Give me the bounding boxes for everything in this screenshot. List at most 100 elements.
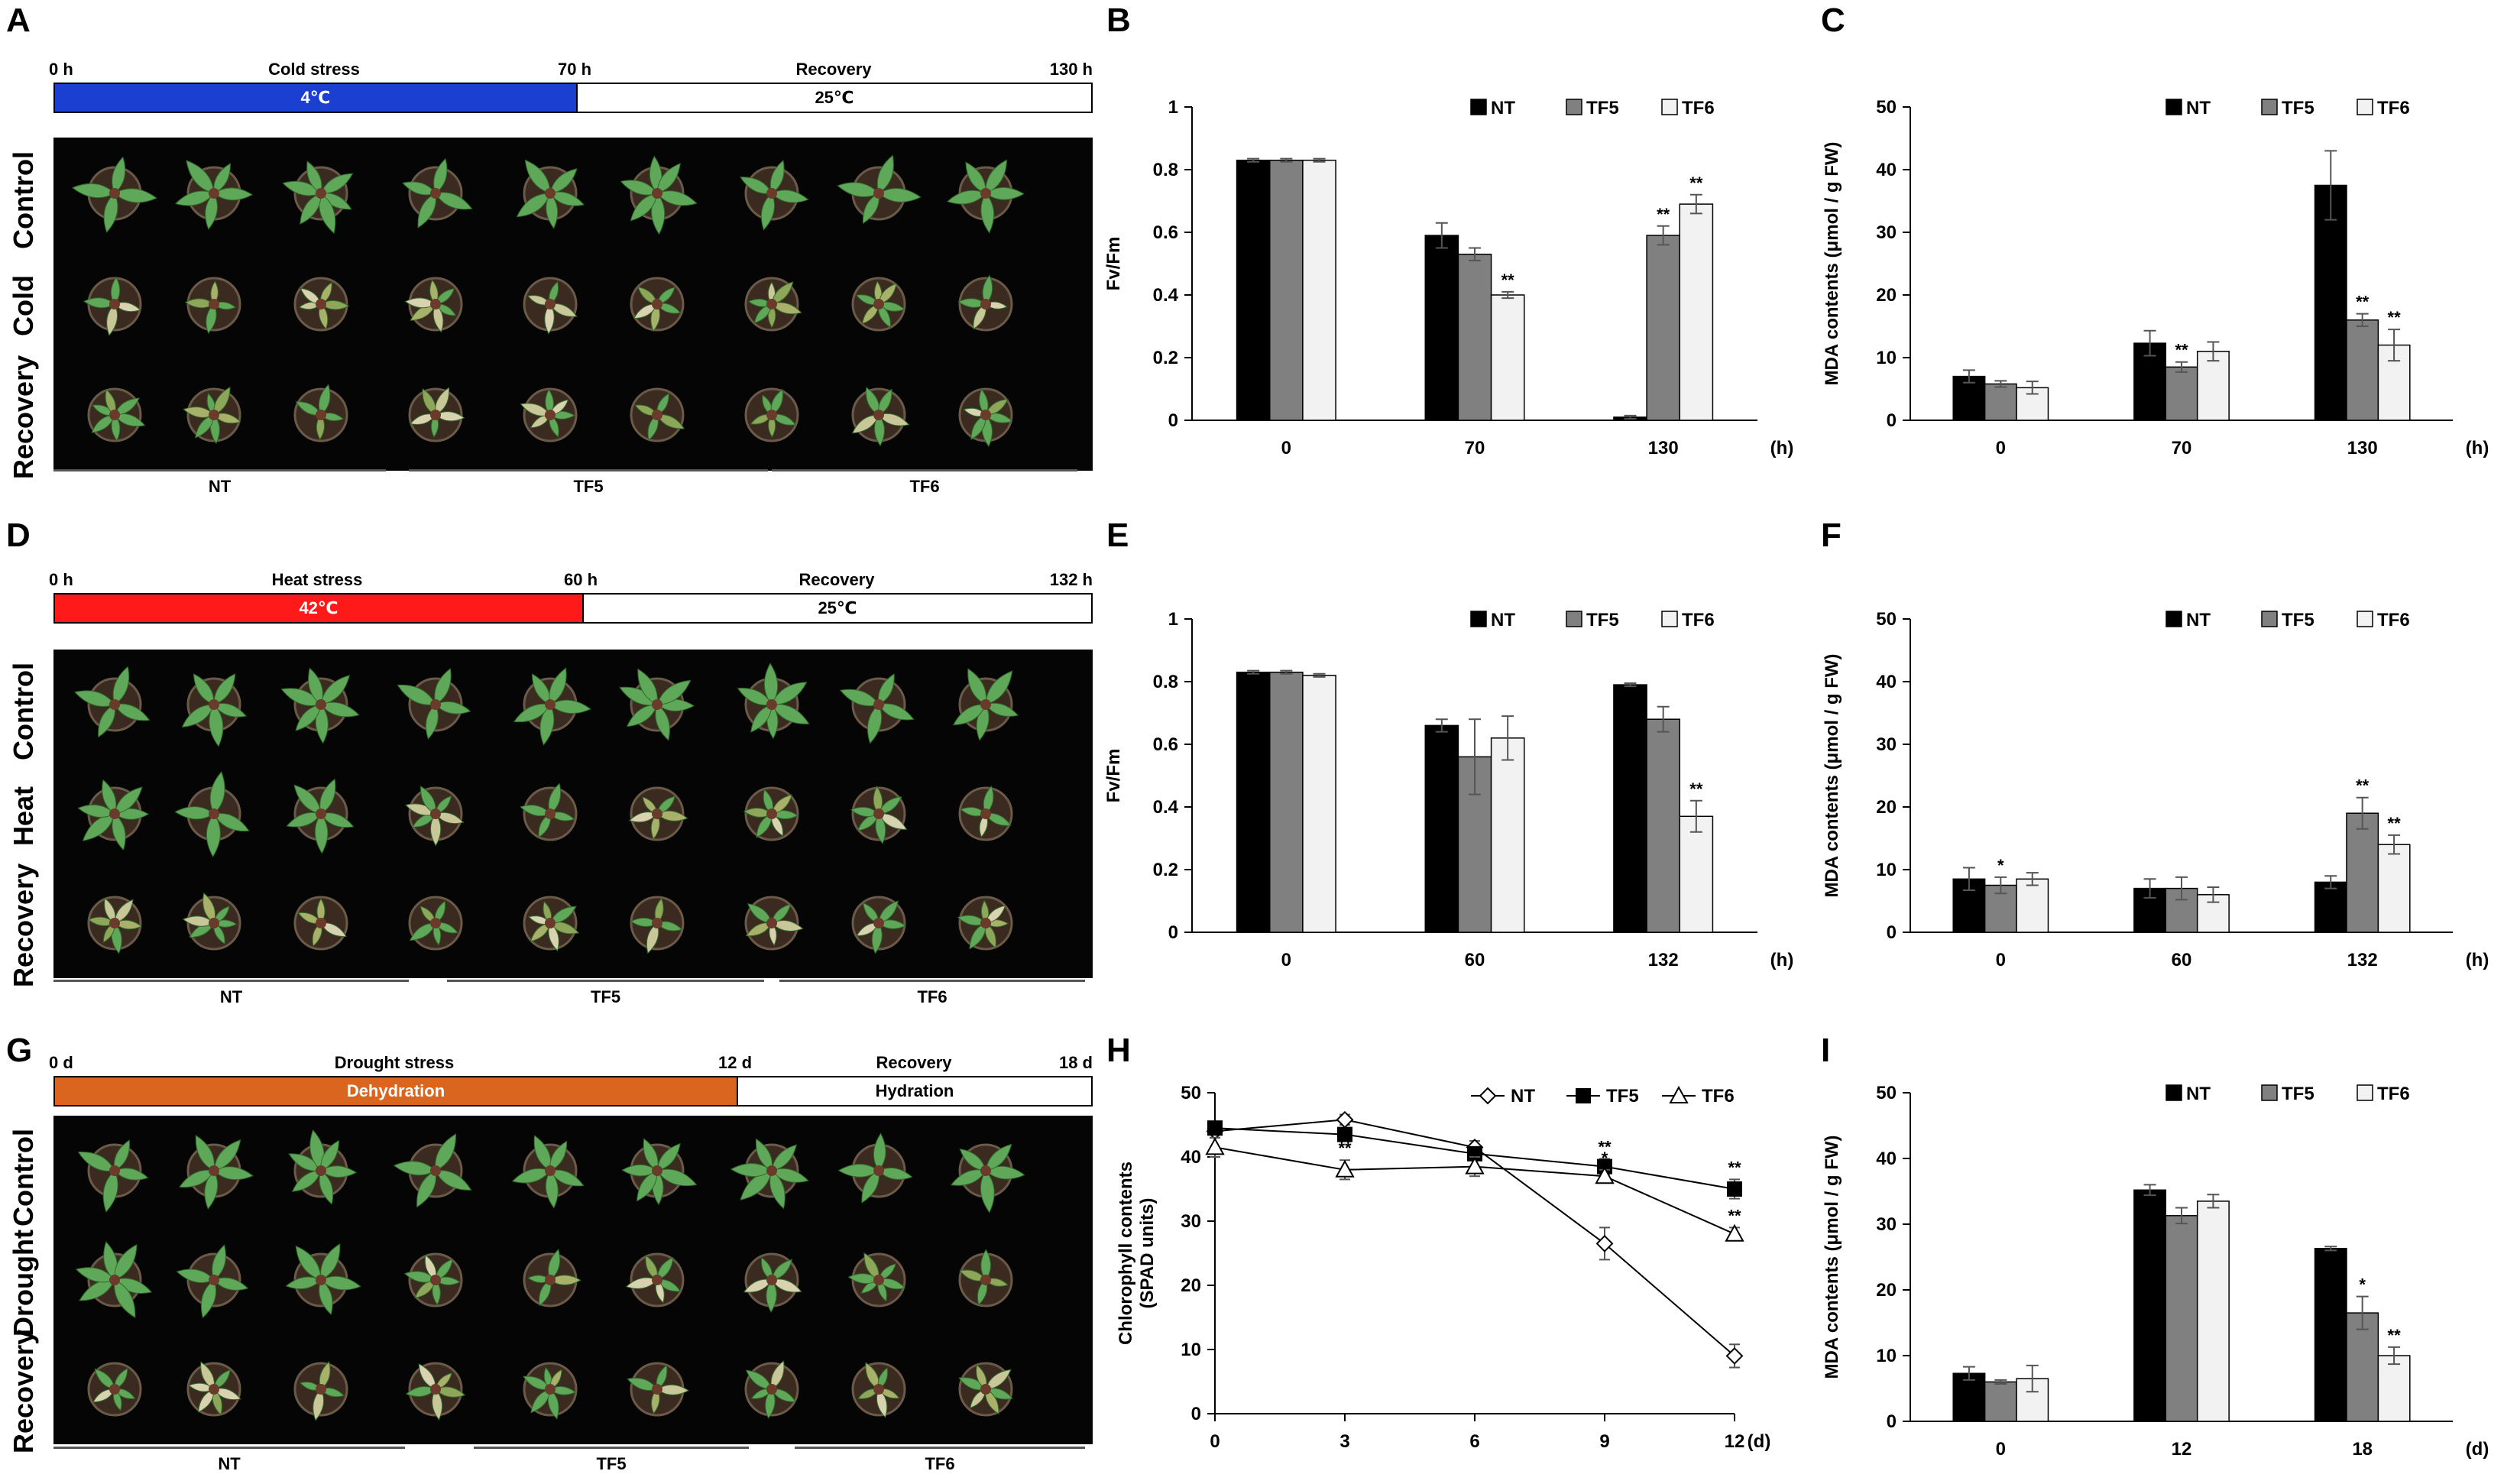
legend-label: TF6 — [1682, 610, 1715, 630]
panel-letter-g: G — [6, 1032, 33, 1069]
recovery-label: Recovery — [795, 60, 872, 79]
plant-image — [293, 896, 348, 951]
panel-letter-f: F — [1821, 517, 1842, 554]
stress-segment: 42℃ — [55, 595, 582, 622]
y-tick-label: 0.2 — [1153, 860, 1178, 880]
group-label: NT — [208, 477, 232, 496]
plant-image — [403, 1252, 463, 1307]
legend-swatch — [2165, 1084, 2182, 1101]
y-tick-label: 30 — [1876, 734, 1897, 755]
chart-f-mda-heat: 0 10 20 30 40 50 MDA contents (μmol / g FW) (h)… — [1822, 609, 2489, 970]
data-point — [1465, 1156, 1485, 1175]
plant-photo-grid — [53, 650, 1093, 978]
row-label: Recovery — [8, 355, 39, 480]
legend-swatch — [2357, 99, 2373, 115]
legend-label: NT — [1491, 610, 1515, 630]
group-label: TF6 — [909, 477, 940, 496]
stress-label: Drought stress — [334, 1053, 455, 1072]
plant-image — [958, 1362, 1013, 1417]
y-tick-label: 40 — [1876, 160, 1897, 180]
y-tick-label: 10 — [1876, 1346, 1897, 1366]
bar — [1984, 1381, 2017, 1422]
group-label: TF6 — [925, 1454, 955, 1473]
significance-mark: ** — [2356, 293, 2370, 312]
plant-image — [730, 1138, 809, 1210]
row-label: Cold — [8, 275, 39, 336]
legend-label: NT — [2186, 98, 2211, 118]
chart-e-fvfm-heat: 0 0.2 0.4 0.6 0.8 1 Fv/Fm (h) 0 60 132 ** NT TF5 TF6 — [1103, 609, 1793, 970]
x-tick-label: 9 — [1599, 1431, 1609, 1452]
x-tick-label: 60 — [1465, 950, 1485, 970]
plant-image — [179, 1134, 254, 1210]
plant-image — [174, 771, 250, 857]
timeline-bar: Dehydration Hydration — [53, 1076, 1093, 1107]
plant-image — [286, 778, 355, 854]
plant-image — [628, 786, 688, 841]
y-tick-label: 40 — [1181, 1147, 1201, 1168]
plant-image — [620, 155, 698, 235]
plant-image — [293, 384, 348, 442]
y-tick-label: 40 — [1876, 1149, 1897, 1169]
panel-letter-i: I — [1821, 1032, 1831, 1069]
plant-image — [181, 672, 247, 747]
timeline-bar: 42℃ 25℃ — [53, 593, 1093, 624]
group-underline — [795, 1447, 1085, 1449]
plant-image — [950, 1143, 1025, 1213]
significance-mark: ** — [2175, 341, 2188, 360]
chart-c-mda-cold: 0 10 20 30 40 50 MDA contents (μmol / g FW) (h)… — [1822, 97, 2489, 458]
bar — [1679, 203, 1714, 421]
y-tick-label: 0 — [1887, 1411, 1897, 1432]
y-tick-label: 30 — [1181, 1211, 1201, 1232]
bar — [2165, 1215, 2198, 1422]
plant-image — [293, 277, 350, 332]
plant-image — [744, 277, 802, 332]
legend-swatch — [2261, 1084, 2278, 1101]
x-tick-label: 70 — [1465, 438, 1485, 458]
plant-image — [625, 1252, 685, 1307]
legend-label: NT — [1491, 98, 1515, 118]
legend-swatch — [2165, 99, 2182, 115]
significance-mark: ** — [2388, 1326, 2402, 1345]
plant-image — [744, 387, 799, 442]
legend-label: TF5 — [2282, 98, 2314, 118]
x-tick-label: 0 — [1281, 438, 1291, 458]
group-label: TF5 — [590, 987, 621, 1006]
group-label: TF5 — [596, 1454, 627, 1473]
plant-image — [630, 277, 685, 332]
plant-image — [851, 387, 910, 447]
legend-label: NT — [2186, 1084, 2211, 1104]
panel-letter-b: B — [1106, 2, 1131, 39]
group-underline — [474, 1447, 749, 1449]
plant-image — [837, 1132, 913, 1204]
plant-image — [523, 277, 578, 335]
plant-image — [397, 667, 471, 740]
x-tick-label: 0 — [1996, 438, 2006, 458]
x-tick-label: 130 — [1648, 438, 1679, 458]
recovery-segment: 25℃ — [582, 595, 1091, 622]
y-axis-label: Fv/Fm — [1103, 749, 1124, 803]
legend-swatch — [1470, 611, 1487, 627]
plant-image — [619, 668, 695, 741]
significance-mark: ** — [1657, 205, 1670, 224]
plant-image — [513, 667, 591, 746]
bar — [1302, 675, 1336, 933]
y-tick-label: 50 — [1876, 97, 1897, 118]
y-axis-label: MDA contents (μmol / g FW) — [1822, 141, 1842, 385]
x-tick-label: 0 — [1996, 1439, 2006, 1460]
plant-image — [627, 1362, 689, 1417]
significance-mark: ** — [1689, 173, 1703, 193]
y-tick-label: 0.2 — [1153, 348, 1178, 368]
x-tick-label: 0 — [1281, 950, 1291, 970]
plant-image — [851, 1362, 906, 1418]
bar — [1952, 375, 1986, 421]
bar — [1302, 159, 1336, 421]
y-tick-label: 50 — [1876, 1083, 1897, 1103]
timeline-start-label: 0 h — [49, 60, 73, 79]
x-tick-label: 70 — [2172, 438, 2192, 458]
plant-image — [847, 1252, 906, 1307]
y-tick-label: 10 — [1876, 860, 1897, 880]
bar — [1457, 253, 1492, 421]
plant-image — [405, 786, 465, 847]
y-tick-label: 0 — [1168, 410, 1178, 431]
